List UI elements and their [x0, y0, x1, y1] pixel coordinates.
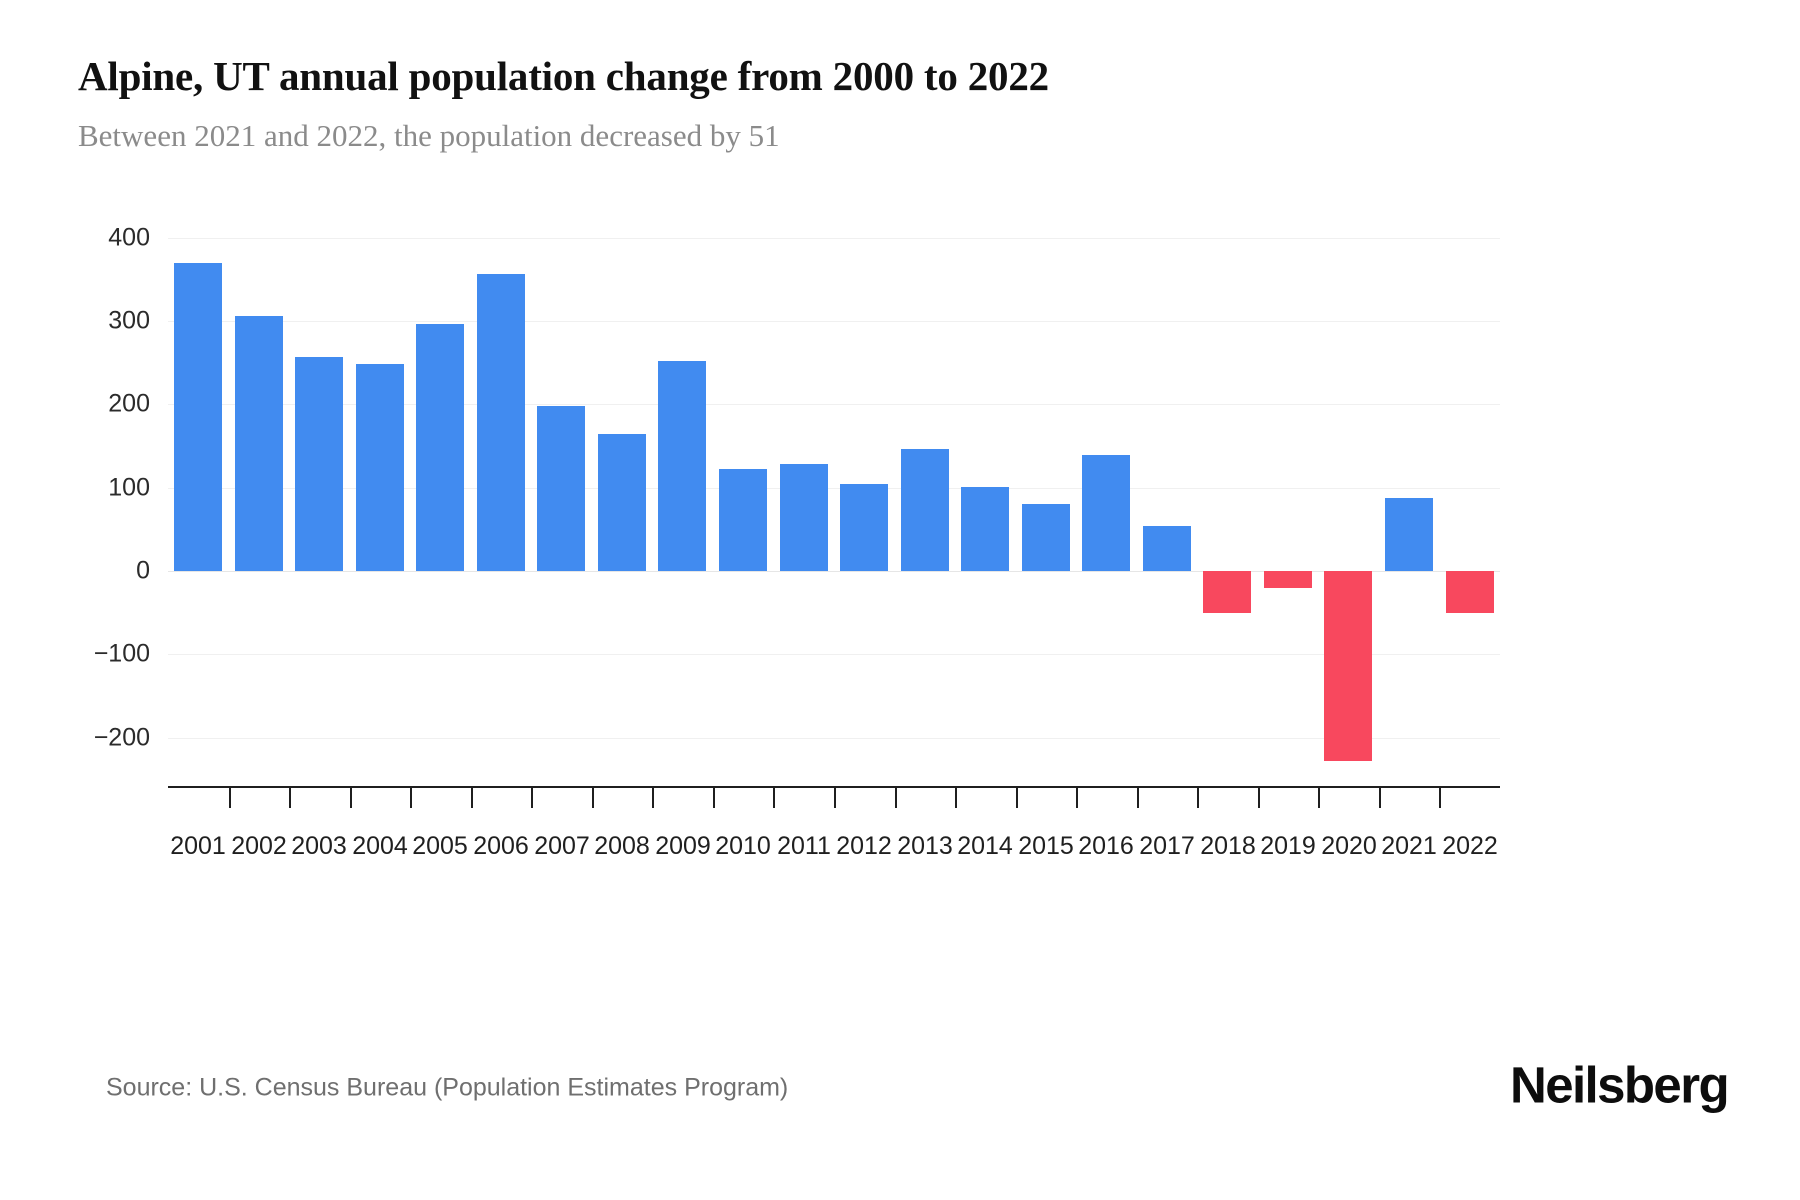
- y-axis-tick-label: −200: [93, 723, 150, 752]
- bar-2004[interactable]: [356, 364, 404, 571]
- x-axis-tick: [592, 786, 594, 808]
- y-axis-tick-label: 300: [108, 306, 150, 335]
- y-axis-tick-label: 400: [108, 223, 150, 252]
- x-axis-label-2007: 2007: [534, 832, 590, 860]
- x-axis-tick: [834, 786, 836, 808]
- x-axis-tick: [955, 786, 957, 808]
- x-axis-tick: [652, 786, 654, 808]
- gridline: [168, 654, 1500, 655]
- x-axis-label-2018: 2018: [1200, 832, 1256, 860]
- bar-2018[interactable]: [1203, 571, 1251, 613]
- x-axis-tick: [410, 786, 412, 808]
- x-axis-tick: [1439, 786, 1441, 808]
- x-axis-label-2015: 2015: [1018, 832, 1074, 860]
- x-axis-tick: [713, 786, 715, 808]
- bar-2019[interactable]: [1264, 571, 1312, 588]
- x-axis-label-2001: 2001: [170, 832, 226, 860]
- x-axis-label-2013: 2013: [897, 832, 953, 860]
- bar-2002[interactable]: [235, 316, 283, 571]
- bar-2005[interactable]: [416, 324, 464, 571]
- y-axis-tick-label: 0: [136, 556, 150, 585]
- gridline: [168, 571, 1500, 572]
- bar-2007[interactable]: [537, 406, 585, 571]
- x-axis-label-2021: 2021: [1381, 832, 1437, 860]
- bar-2009[interactable]: [658, 361, 706, 571]
- gridline: [168, 488, 1500, 489]
- x-axis-label-2004: 2004: [352, 832, 408, 860]
- x-axis-label-2017: 2017: [1139, 832, 1195, 860]
- bar-2017[interactable]: [1143, 526, 1191, 571]
- x-axis-tick: [1197, 786, 1199, 808]
- x-axis-tick: [1318, 786, 1320, 808]
- bar-2008[interactable]: [598, 434, 646, 571]
- x-axis-label-2008: 2008: [594, 832, 650, 860]
- y-axis-tick-label: 100: [108, 473, 150, 502]
- bar-2020[interactable]: [1324, 571, 1372, 761]
- x-axis-tick: [471, 786, 473, 808]
- x-axis-label-2003: 2003: [291, 832, 347, 860]
- x-axis-label-2012: 2012: [836, 832, 892, 860]
- page-title: Alpine, UT annual population change from…: [78, 53, 1049, 99]
- x-axis-label-2009: 2009: [655, 832, 711, 860]
- chart-subtitle: Between 2021 and 2022, the population de…: [78, 118, 780, 153]
- bar-2011[interactable]: [780, 464, 828, 571]
- x-axis-tick: [1137, 786, 1139, 808]
- brand-logo: Neilsberg: [1509, 1056, 1730, 1114]
- bar-2006[interactable]: [477, 274, 525, 571]
- x-axis-tick: [1016, 786, 1018, 808]
- gridline: [168, 738, 1500, 739]
- x-axis-tick: [1258, 786, 1260, 808]
- x-axis-label-2010: 2010: [715, 832, 771, 860]
- x-axis-label-2006: 2006: [473, 832, 529, 860]
- x-axis-tick: [350, 786, 352, 808]
- gridline: [168, 238, 1500, 239]
- x-axis-tick: [531, 786, 533, 808]
- x-axis-label-2022: 2022: [1442, 832, 1498, 860]
- bar-2001[interactable]: [174, 263, 222, 571]
- bar-2010[interactable]: [719, 469, 767, 571]
- x-axis-label-2020: 2020: [1321, 832, 1377, 860]
- source-note: Source: U.S. Census Bureau (Population E…: [106, 1073, 789, 1102]
- y-axis-tick-label: −100: [93, 639, 150, 668]
- bar-2015[interactable]: [1022, 504, 1070, 571]
- x-axis-tick: [1076, 786, 1078, 808]
- x-axis-tick: [773, 786, 775, 808]
- x-axis-tick: [1379, 786, 1381, 808]
- x-axis-label-2019: 2019: [1260, 832, 1316, 860]
- x-axis-label-2011: 2011: [777, 832, 831, 860]
- bar-2016[interactable]: [1082, 455, 1130, 571]
- bar-2012[interactable]: [840, 484, 888, 571]
- x-axis-tick: [895, 786, 897, 808]
- bar-2003[interactable]: [295, 357, 343, 571]
- x-axis-tick: [289, 786, 291, 808]
- bar-2021[interactable]: [1385, 498, 1433, 571]
- x-axis-label-2016: 2016: [1078, 832, 1134, 860]
- x-axis-label-2014: 2014: [957, 832, 1013, 860]
- gridline: [168, 321, 1500, 322]
- x-axis-label-2005: 2005: [412, 832, 468, 860]
- bar-2013[interactable]: [901, 449, 949, 571]
- bar-2022[interactable]: [1446, 571, 1494, 613]
- bar-2014[interactable]: [961, 487, 1009, 571]
- gridline: [168, 404, 1500, 405]
- y-axis-tick-label: 200: [108, 389, 150, 418]
- x-axis-tick: [229, 786, 231, 808]
- x-axis-label-2002: 2002: [231, 832, 287, 860]
